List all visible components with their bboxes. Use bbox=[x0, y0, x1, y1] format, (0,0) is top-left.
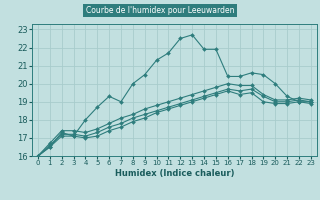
Text: Courbe de l'humidex pour Leeuwarden: Courbe de l'humidex pour Leeuwarden bbox=[86, 6, 234, 15]
X-axis label: Humidex (Indice chaleur): Humidex (Indice chaleur) bbox=[115, 169, 234, 178]
